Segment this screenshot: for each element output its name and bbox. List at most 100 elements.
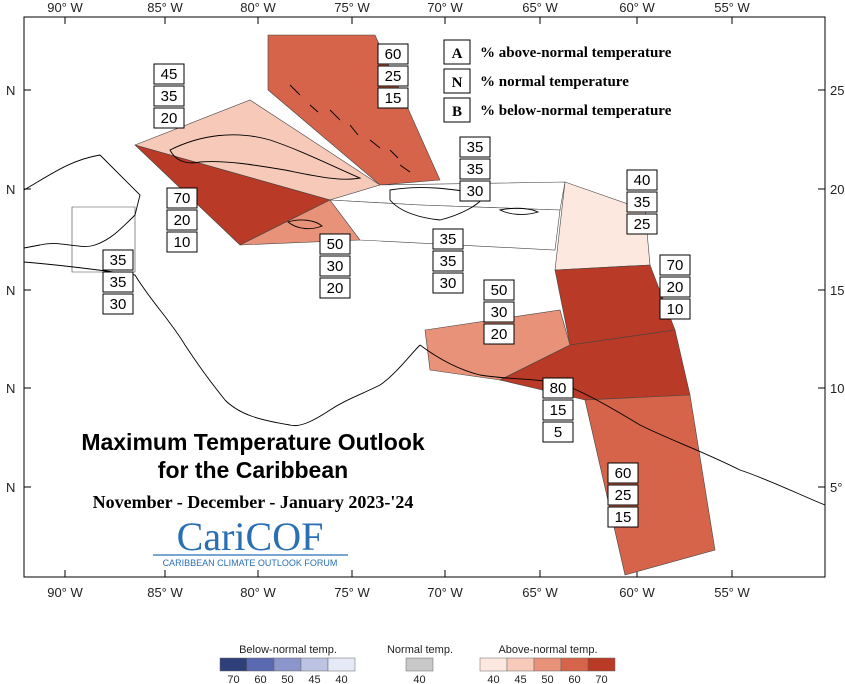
prob-cell-value: 20 (174, 212, 191, 229)
colorbar-title: Below-normal temp. (239, 644, 337, 656)
prob-cell-value: 40 (634, 172, 651, 189)
lon-label-top: 55° W (714, 0, 750, 15)
prob-cell-value: 25 (634, 216, 651, 233)
prob-cell-value: 25 (385, 68, 402, 85)
colorbar-swatch (560, 657, 589, 672)
colorbar-swatch (273, 657, 302, 672)
logo-wordmark: CariCOF (177, 514, 324, 559)
prob-cell-value: 60 (615, 465, 632, 482)
lon-label-top: 80° W (240, 0, 276, 15)
prob-cell-value: 50 (491, 282, 508, 299)
lat-label-left: N (6, 83, 15, 98)
key-letter-box (443, 97, 471, 123)
key-description: % normal temperature (480, 74, 629, 90)
lon-label-bottom: 70° W (427, 585, 463, 600)
axis-ticks: 90° W 90° W 85° W 85° W 80° W 80° W 75° W 75° W… (6, 0, 844, 600)
prob-cell-box (483, 323, 515, 345)
prob-cell-value: 35 (161, 88, 178, 105)
prob-cell-box (102, 293, 134, 315)
prob-cell-value: 50 (327, 236, 344, 253)
colorbar-tick: 40 (413, 674, 425, 684)
prob-cell-box (432, 250, 464, 272)
lon-label-top: 60° W (619, 0, 655, 15)
coastline-south-america (419, 344, 826, 506)
colorbar-swatch (533, 657, 562, 672)
region-bahamas (267, 34, 441, 186)
prob-cell-box (659, 276, 691, 298)
prob-cell-value: 35 (440, 231, 457, 248)
prob-cell-value: 5 (554, 424, 562, 441)
lat-label-right: 5° (830, 480, 842, 495)
colorbar-tick: 50 (541, 674, 553, 684)
prob-cell-value: 35 (467, 139, 484, 156)
lon-label-top: 90° W (47, 0, 83, 15)
prob-cell-box (377, 65, 409, 87)
prob-cell-box (166, 209, 198, 231)
prob-box-guianas: 60 25 15 (607, 462, 639, 528)
colorbar-title: Above-normal temp. (498, 644, 597, 656)
prob-cell-value: 30 (110, 296, 127, 313)
coastline-jamaica (287, 219, 323, 230)
prob-cell-value: 30 (327, 258, 344, 275)
prob-cell-value: 70 (667, 257, 684, 274)
colorbar-swatch (506, 657, 535, 672)
prob-cell-value: 20 (667, 279, 684, 296)
prob-cell-box (607, 462, 639, 484)
colorbar-tick: 45 (514, 674, 526, 684)
colorbar-tick: 50 (281, 674, 293, 684)
probability-key: A % above-normal temperature N % normal tem… (443, 39, 672, 123)
prob-cell-box (626, 191, 658, 213)
colorbar-swatch (219, 657, 248, 672)
lon-label-bottom: 60° W (619, 585, 655, 600)
colorbar-above: Above-normal temp. 40 45 50 60 70 (479, 644, 616, 684)
colorbar-title: Normal temp. (387, 644, 453, 656)
lat-label-right: 20 (830, 182, 844, 197)
map-title-line2: for the Caribbean (158, 457, 348, 483)
prob-cell-box (432, 228, 464, 250)
colorbar-tick: 40 (487, 674, 499, 684)
key-letter-box (443, 68, 471, 94)
prob-cell-value: 35 (467, 161, 484, 178)
lon-label-bottom: 90° W (47, 585, 83, 600)
region-hispaniola-south (329, 199, 561, 251)
prob-cell-box (166, 187, 198, 209)
prob-box-cayman-west-cuba: 70 20 10 (166, 187, 198, 253)
prob-cell-box (459, 180, 491, 202)
colorbar-swatch (327, 657, 356, 672)
colorbar-tick: 70 (595, 674, 607, 684)
prob-cell-box (626, 169, 658, 191)
prob-cell-value: 30 (440, 275, 457, 292)
prob-cell-value: 35 (440, 253, 457, 270)
coastline-hispaniola (389, 187, 486, 221)
prob-cell-box (483, 301, 515, 323)
prob-cell-value: 10 (174, 234, 191, 251)
prob-cell-box (319, 233, 351, 255)
lon-label-top: 65° W (522, 0, 558, 15)
colorbar-tick: 60 (568, 674, 580, 684)
key-description: % above-normal temperature (480, 45, 672, 61)
colorbar-below: Below-normal temp. 70 60 50 45 40 (219, 644, 356, 684)
prob-cell-box (377, 43, 409, 65)
prob-box-trinidad: 80 15 5 (542, 377, 574, 443)
prob-cell-value: 35 (110, 252, 127, 269)
prob-box-belize: 35 35 30 (102, 249, 134, 315)
prob-cell-value: 20 (161, 110, 178, 127)
lon-label-bottom: 65° W (522, 585, 558, 600)
lat-label-left: N (6, 182, 15, 197)
prob-cell-box (102, 249, 134, 271)
prob-cell-value: 20 (327, 280, 344, 297)
prob-box-cuba: 45 35 20 (153, 63, 185, 129)
lat-label-left: N (6, 283, 15, 298)
prob-cell-value: 15 (550, 402, 567, 419)
coastline-mexico-central-america (23, 154, 421, 427)
lat-label-right: 15 (830, 283, 844, 298)
lon-label-top: 70° W (427, 0, 463, 15)
key-description: % below-normal temperature (480, 103, 672, 119)
lon-label-bottom: 75° W (334, 585, 370, 600)
prob-box-hispaniola-north: 35 35 30 (459, 136, 491, 202)
key-letter: N (452, 75, 463, 91)
colorbar-swatch (405, 657, 434, 672)
prob-cell-box (153, 63, 185, 85)
